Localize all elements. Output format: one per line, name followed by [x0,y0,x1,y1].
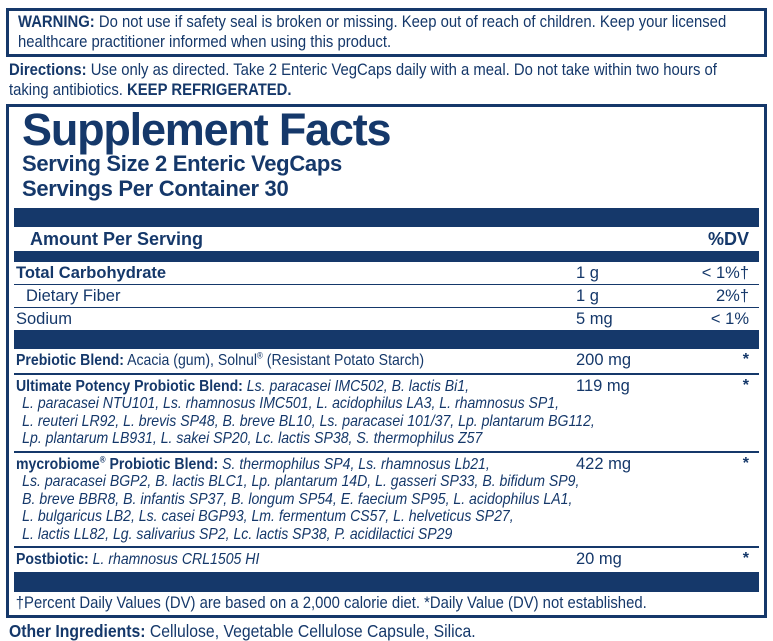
column-header-row: Amount Per Serving %DV [14,227,759,251]
keep-refrigerated-text: KEEP REFRIGERATED. [127,80,292,99]
blend-name: Postbiotic: [16,551,89,568]
blend-continuation-line: L. lactis LL82, Lg. salivarius SP2, Lc. … [22,525,453,543]
directions-text-2: taking antibiotics. [9,80,123,99]
blend-continuation-line: Lp. plantarum LB931, L. sakei SP20, Lc. … [22,430,483,447]
dv-footnote: †Percent Daily Values (DV) are based on … [15,593,647,612]
blend-amount: 119 mg [576,376,630,395]
blend-continuation-line: L. bulgaricus LB2, Ls. casei BGP93, Lm. … [22,508,514,525]
amount-per-serving-label: Amount Per Serving [30,229,204,249]
nutrient-amount: 1 g [576,264,599,282]
blend-description: L. rhamnosus CRL1505 HI [92,551,260,568]
blend-amount: 422 mg [576,454,632,473]
blend-description: S. thermophilus SP4, Ls. rhamnosus Lb21, [222,455,490,473]
blend-first-line: mycrobiome® Probiotic Blend: S. thermoph… [16,454,661,474]
directions-line-1: Directions: Use only as directed. Take 2… [9,61,717,81]
blend-row: mycrobiome® Probiotic Blend: S. thermoph… [14,453,759,548]
blend-first-line: Ultimate Potency Probiotic Blend: Ls. pa… [16,378,661,396]
warning-label: WARNING: [18,13,95,31]
divider-bar-top [14,208,759,227]
blend-continuation-line: B. breve BBR8, B. infantis SP37, B. long… [22,490,573,508]
nutrient-rows: Total Carbohydrate 1 g < 1%† Dietary Fiber 1… [14,262,759,330]
blend-dv: * [742,550,749,567]
warning-box: WARNING: Do not use if safety seal is br… [6,8,767,57]
blend-first-line: Prebiotic Blend: Acacia (gum), Solnul® (… [16,350,661,370]
blend-row: Ultimate Potency Probiotic Blend: Ls. pa… [14,375,759,453]
blend-dv: * [742,376,749,394]
blend-amount: 20 mg [576,550,622,568]
nutrient-row: Total Carbohydrate 1 g < 1%† [14,262,759,285]
nutrient-name: Dietary Fiber [26,287,121,305]
blend-continuation-line: Ls. paracasei BGP2, B. lactis BLC1, Lp. … [22,473,580,490]
nutrient-amount: 1 g [576,287,599,305]
blend-dv: * [742,351,749,368]
blend-name: mycrobiome® Probiotic Blend: [16,454,219,473]
registered-mark: ® [99,454,106,465]
divider-bar-header [14,251,759,262]
directions-label: Directions: [9,61,87,79]
blend-continuation-line: L. paracasei NTU101, Ls. rhamnosus IMC50… [22,395,560,412]
percent-dv-label: %DV [707,229,749,249]
servings-per-container: Servings Per Container 30 [22,176,289,201]
blend-name: Prebiotic Blend: [16,352,124,369]
blend-row: Postbiotic: L. rhamnosus CRL1505 HI 20 mg… [14,548,759,572]
blend-dv: * [742,454,749,472]
blend-description: Acacia (gum), Solnul® (Resistant Potato … [127,350,425,369]
blend-first-line: Postbiotic: L. rhamnosus CRL1505 HI [16,551,661,569]
blend-continuation-line: L. reuteri LR92, L. brevis SP48, B. brev… [22,412,595,430]
nutrient-row: Dietary Fiber 1 g 2%† [14,285,759,308]
directions: Directions: Use only as directed. Take 2… [9,61,767,100]
registered-mark: ® [257,350,263,361]
nutrient-name: Total Carbohydrate [16,264,167,282]
blend-amount: 200 mg [576,351,632,369]
nutrient-row: Sodium 5 mg < 1% [14,308,759,330]
nutrient-dv: < 1%† [701,264,749,282]
blend-name: Ultimate Potency Probiotic Blend: [16,377,243,395]
supplement-label: WARNING: Do not use if safety seal is br… [0,8,773,641]
supplement-facts-panel: Supplement Facts Serving Size 2 Enteric … [6,104,767,618]
directions-text-1: Use only as directed. Take 2 Enteric Veg… [90,61,717,79]
warning-text-2: healthcare practitioner informed when us… [18,32,392,51]
serving-size: Serving Size 2 Enteric VegCaps [22,151,342,176]
warning-line-2: healthcare practitioner informed when us… [18,33,681,53]
panel-title: Supplement Facts [22,104,392,155]
warning-line-1: WARNING: Do not use if safety seal is br… [18,13,726,33]
nutrient-name: Sodium [16,310,72,328]
nutrient-dv: 2%† [715,287,749,305]
warning-text-1: Do not use if safety seal is broken or m… [98,13,727,31]
blend-description: Ls. paracasei IMC502, B. lactis Bi1, [246,377,470,395]
blend-row: Prebiotic Blend: Acacia (gum), Solnul® (… [14,349,759,375]
directions-line-2: taking antibiotics. KEEP REFRIGERATED. [9,81,691,101]
nutrient-amount: 5 mg [576,310,613,328]
divider-bar-middle [14,330,759,349]
nutrient-dv: < 1% [710,310,749,328]
blend-rows: Prebiotic Blend: Acacia (gum), Solnul® (… [14,349,759,572]
divider-bar-bottom [14,571,759,592]
